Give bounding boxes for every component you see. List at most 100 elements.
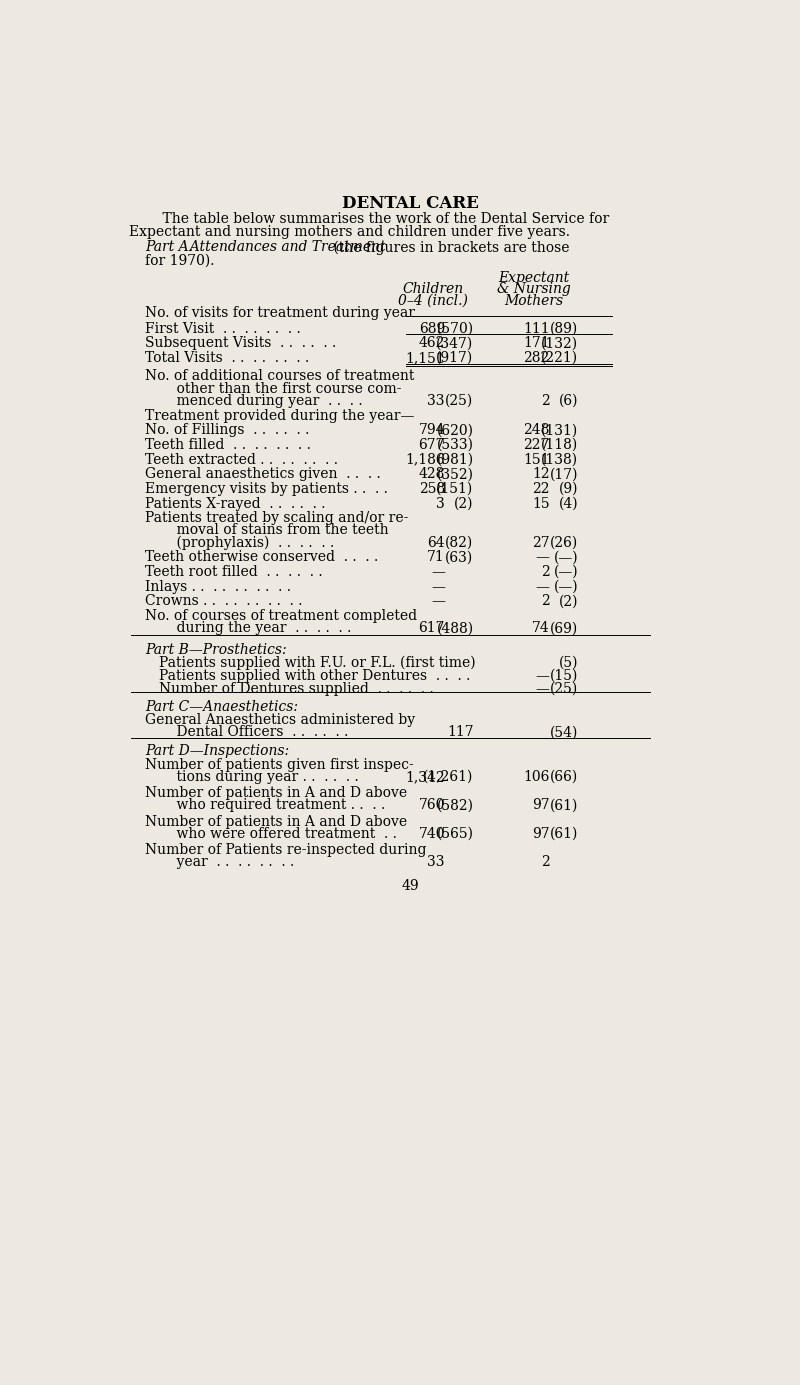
Text: (82): (82): [446, 536, 474, 550]
Text: Subsequent Visits  . .  . .  . .: Subsequent Visits . . . . . .: [145, 337, 336, 350]
Text: —: —: [536, 669, 550, 683]
Text: Teeth filled  . .  . .  . .  . .: Teeth filled . . . . . . . .: [145, 438, 311, 452]
Text: Number of Patients re-inspected during: Number of Patients re-inspected during: [145, 843, 426, 857]
Text: (4): (4): [558, 497, 578, 511]
Text: 151: 151: [523, 453, 550, 467]
Text: (565): (565): [437, 827, 474, 841]
Text: tions during year . .  . .  . .: tions during year . . . . . .: [159, 770, 358, 784]
Text: 2: 2: [541, 856, 550, 870]
Text: 740: 740: [418, 827, 445, 841]
Text: The table below summarises the work of the Dental Service for: The table below summarises the work of t…: [145, 212, 610, 226]
Text: & Nursing: & Nursing: [497, 283, 571, 296]
Text: 97: 97: [532, 827, 550, 841]
Text: Patients supplied with F.U. or F.L. (first time): Patients supplied with F.U. or F.L. (fir…: [159, 656, 475, 670]
Text: (131): (131): [541, 424, 578, 438]
Text: Mothers: Mothers: [505, 294, 563, 307]
Text: during the year  . .  . .  . .: during the year . . . . . .: [159, 622, 351, 636]
Text: 117: 117: [447, 726, 474, 740]
Text: for 1970).: for 1970).: [145, 253, 214, 267]
Text: 0–4 (incl.): 0–4 (incl.): [398, 294, 468, 307]
Text: (488): (488): [437, 622, 474, 636]
Text: Number of patients given first inspec-: Number of patients given first inspec-: [145, 758, 414, 771]
Text: —: —: [536, 681, 550, 697]
Text: (570): (570): [437, 321, 474, 335]
Text: No. of visits for treatment during year: No. of visits for treatment during year: [145, 306, 415, 320]
Text: (917): (917): [436, 350, 474, 366]
Text: 2: 2: [541, 594, 550, 608]
Text: 794: 794: [418, 424, 445, 438]
Text: (352): (352): [437, 467, 474, 481]
Text: (2): (2): [454, 497, 474, 511]
Text: (1,261): (1,261): [423, 770, 474, 784]
Text: (—): (—): [554, 580, 578, 594]
Text: (61): (61): [550, 827, 578, 841]
Text: 677: 677: [418, 438, 445, 452]
Text: Treatment provided during the year—: Treatment provided during the year—: [145, 409, 414, 422]
Text: Teeth root filled  . .  . .  . .: Teeth root filled . . . . . .: [145, 565, 322, 579]
Text: 33: 33: [427, 856, 445, 870]
Text: (the figures in brackets are those: (the figures in brackets are those: [330, 240, 570, 255]
Text: 74: 74: [532, 622, 550, 636]
Text: (2): (2): [558, 594, 578, 608]
Text: (6): (6): [558, 395, 578, 409]
Text: year  . .  . .  . .  . .: year . . . . . . . .: [159, 856, 294, 870]
Text: General Anaesthetics administered by: General Anaesthetics administered by: [145, 713, 415, 727]
Text: (54): (54): [550, 726, 578, 740]
Text: moval of stains from the teeth: moval of stains from the teeth: [159, 524, 389, 537]
Text: —: —: [431, 580, 445, 594]
Text: 171: 171: [523, 337, 550, 350]
Text: 258: 258: [418, 482, 445, 496]
Text: No. of Fillings  . .  . .  . .: No. of Fillings . . . . . .: [145, 424, 310, 438]
Text: 1,186: 1,186: [406, 453, 445, 467]
Text: Attendances and Treatment: Attendances and Treatment: [181, 240, 386, 253]
Text: Number of patients in A and D above: Number of patients in A and D above: [145, 814, 407, 828]
Text: 111: 111: [523, 321, 550, 335]
Text: Patients supplied with other Dentures  . .  . .: Patients supplied with other Dentures . …: [159, 669, 470, 683]
Text: 248: 248: [523, 424, 550, 438]
Text: (347): (347): [436, 337, 474, 350]
Text: (620): (620): [437, 424, 474, 438]
Text: 2: 2: [541, 395, 550, 409]
Text: Crowns . .  . .  . .  . .  . .: Crowns . . . . . . . . . .: [145, 594, 302, 608]
Text: 428: 428: [418, 467, 445, 481]
Text: (25): (25): [446, 395, 474, 409]
Text: (26): (26): [550, 536, 578, 550]
Text: (151): (151): [436, 482, 474, 496]
Text: 282: 282: [523, 350, 550, 366]
Text: (138): (138): [541, 453, 578, 467]
Text: 760: 760: [418, 798, 445, 813]
Text: Patients X-rayed  . .  . .  . .: Patients X-rayed . . . . . .: [145, 497, 326, 511]
Text: (582): (582): [437, 798, 474, 813]
Text: (69): (69): [550, 622, 578, 636]
Text: (15): (15): [550, 669, 578, 683]
Text: Teeth extracted . .  . .  . .  . .: Teeth extracted . . . . . . . .: [145, 453, 338, 467]
Text: General anaesthetics given  . .  . .: General anaesthetics given . . . .: [145, 467, 381, 481]
Text: (17): (17): [550, 467, 578, 481]
Text: 27: 27: [532, 536, 550, 550]
Text: (221): (221): [541, 350, 578, 366]
Text: No. of additional courses of treatment: No. of additional courses of treatment: [145, 370, 414, 384]
Text: Emergency visits by patients . .  . .: Emergency visits by patients . . . .: [145, 482, 388, 496]
Text: (9): (9): [558, 482, 578, 496]
Text: (132): (132): [541, 337, 578, 350]
Text: Inlays . .  . .  . .  . .  . .: Inlays . . . . . . . . . .: [145, 580, 291, 594]
Text: Patients treated by scaling and/or re-: Patients treated by scaling and/or re-: [145, 511, 408, 525]
Text: (—): (—): [554, 565, 578, 579]
Text: 462: 462: [418, 337, 445, 350]
Text: (25): (25): [550, 681, 578, 697]
Text: Part A.: Part A.: [145, 240, 193, 253]
Text: menced during year  . .  . .: menced during year . . . .: [159, 395, 362, 409]
Text: —: —: [431, 594, 445, 608]
Text: Part D—Inspections:: Part D—Inspections:: [145, 745, 289, 759]
Text: 33: 33: [427, 395, 445, 409]
Text: First Visit  . .  . .  . .  . .: First Visit . . . . . . . .: [145, 321, 301, 335]
Text: —: —: [536, 580, 550, 594]
Text: (118): (118): [541, 438, 578, 452]
Text: Total Visits  . .  . .  . .  . .: Total Visits . . . . . . . .: [145, 350, 309, 366]
Text: (89): (89): [550, 321, 578, 335]
Text: (981): (981): [437, 453, 474, 467]
Text: other than the first course com-: other than the first course com-: [159, 382, 402, 396]
Text: (—): (—): [554, 550, 578, 565]
Text: —: —: [431, 565, 445, 579]
Text: (prophylaxis)  . .  . .  . .: (prophylaxis) . . . . . .: [159, 536, 334, 550]
